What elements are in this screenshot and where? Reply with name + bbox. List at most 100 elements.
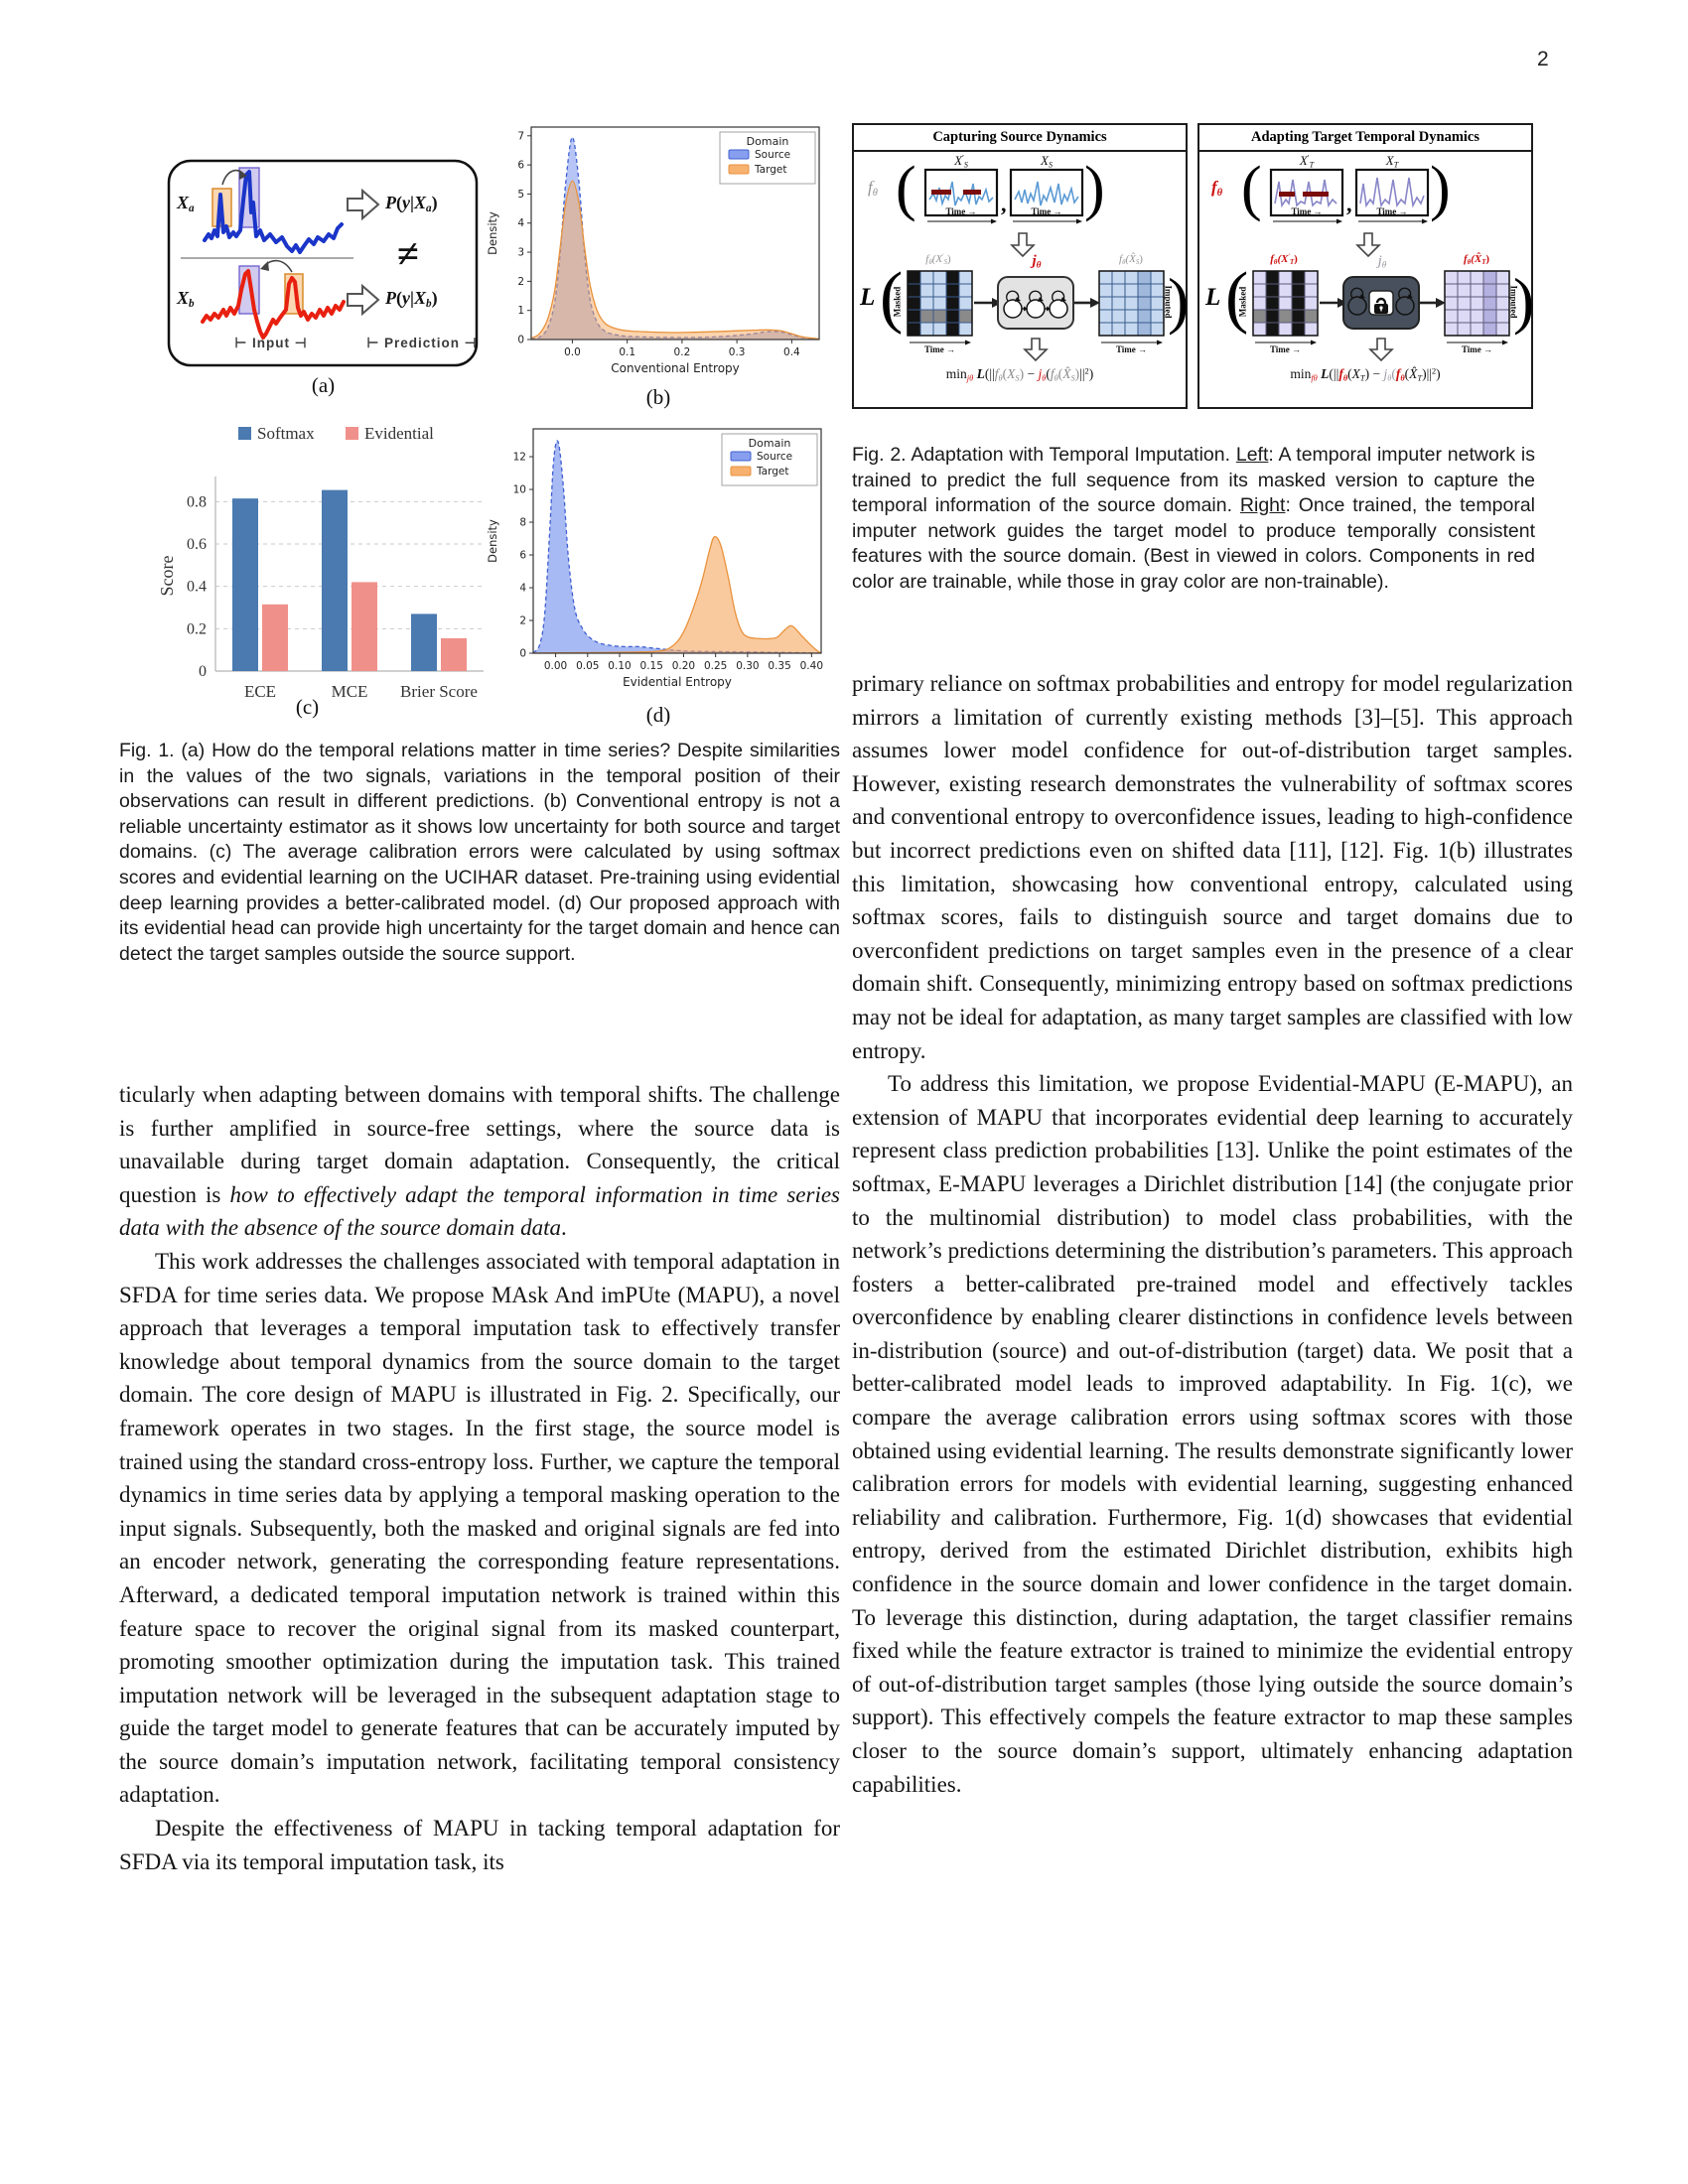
fig2-right-imputed-feature-grid xyxy=(1444,270,1510,337)
bar-softmax-MCE xyxy=(322,489,348,671)
fig1a-pya-label: P(y|Xa) xyxy=(385,193,438,215)
paragraph-italic-text: how to effectively adapt the temporal in… xyxy=(119,1181,841,1241)
fig2-right-time-label2: Time → xyxy=(1376,206,1408,216)
x-tick-label: 0.15 xyxy=(640,660,663,672)
fig2-right-xprime-t-label: X′T xyxy=(1299,153,1315,170)
y-tick-label: 2 xyxy=(519,615,526,627)
legend-swatch-target xyxy=(730,466,752,477)
fig2-caption-right-word: Right xyxy=(1239,494,1286,517)
paragraph: ticularly when adapting between domains … xyxy=(119,1078,840,1245)
fig1a-implies-arrow-top xyxy=(347,188,380,221)
fig2-right-mask-bar xyxy=(1303,192,1329,197)
fig2-diagram: Capturing Source Dynamics xyxy=(852,123,1534,409)
fig1d-subcaption: (d) xyxy=(645,703,671,727)
paragraph-text: . xyxy=(561,1215,567,1241)
fig1a-pyb-label: P(y|Xb) xyxy=(385,288,438,311)
fig2-left-imputed-label: Imputed xyxy=(1163,285,1174,319)
x-tick-label: 0.4 xyxy=(783,346,800,358)
y-tick-label: 0.4 xyxy=(187,579,207,596)
fig2-right-comma: , xyxy=(1346,192,1352,216)
fig2-caption-text3: : Once trained, the temporal imputer net… xyxy=(852,494,1536,593)
y-tick-label: 4 xyxy=(517,217,524,229)
fig2-left-grid1-label: fθ(X′S) xyxy=(925,253,951,266)
fig1a-prediction-bracket: ⊢ Prediction ⊣ xyxy=(366,336,478,350)
fig2-right-time-label: Time → xyxy=(1291,206,1323,216)
fig2-right-masked-label: Masked xyxy=(1237,286,1248,318)
fig2-left-time-label: Time → xyxy=(945,206,977,216)
y-tick-label: 0 xyxy=(517,335,524,346)
fig2-right-loss-symbol: L xyxy=(1205,284,1221,311)
legend-label-target: Target xyxy=(756,466,788,478)
fig1b-conventional-entropy-kde-chart: 0 1 2 3 4 5 6 7 0.0 0.1 0.2 0.3 0.4 Conventional Entr… xyxy=(486,126,820,375)
y-tick-label: 5 xyxy=(517,189,524,201)
legend-swatch-softmax xyxy=(238,427,251,440)
fig2-left-title: Capturing Source Dynamics xyxy=(854,125,1186,152)
y-tick-label: 0 xyxy=(199,663,207,680)
x-tick-label: 0.30 xyxy=(736,660,759,672)
kde-area-target xyxy=(531,181,819,340)
kde-line-target xyxy=(530,180,820,341)
fig2-left-time-label2: Time → xyxy=(1031,206,1062,216)
bar-evidential-ECE xyxy=(262,604,288,671)
fig2-right-imputed-label: Imputed xyxy=(1508,285,1519,319)
kde-line-target xyxy=(532,535,822,654)
fig2-left-down-arrow xyxy=(1010,232,1036,258)
fig1-caption: Fig. 1. (a) How do the temporal relation… xyxy=(119,740,840,965)
lock-icon xyxy=(1374,297,1388,314)
fig2-left-close-paren: ) xyxy=(1084,155,1105,222)
plot-border xyxy=(530,126,820,341)
fig2-right-time-label3: Time → xyxy=(1269,344,1302,354)
legend-swatch-evidential xyxy=(346,427,358,440)
legend-swatch-source xyxy=(728,149,750,160)
x-tick-label: 0.00 xyxy=(544,660,567,672)
legend-title: Domain xyxy=(749,437,791,450)
fig2-right-down-arrow xyxy=(1355,232,1381,258)
legend-label-source: Source xyxy=(755,149,790,161)
bar-evidential-Brier Score xyxy=(441,637,467,671)
fig2-right-rnn-cells xyxy=(1347,287,1415,316)
fig1a-panel: Xa Xb P(y|Xa) P(y|Xb) ≠ ⊢ Input ⊣ ⊢ Pred… xyxy=(147,141,499,409)
fig1c-calibration-bar-chart: 0 0.2 0.4 0.6 0.8 Score ECE MCE Brier Score Softm… xyxy=(157,424,484,701)
fig2-right-loss-open-paren: ( xyxy=(1225,259,1249,336)
legend-title: Domain xyxy=(747,135,789,148)
fig2-left-mask-bar xyxy=(931,190,951,195)
fig1d-evidential-entropy-kde-chart: 0 2 4 6 8 10 12 0.00 0.05 0.10 0.15 0.20 0.25 0.30 0.3… xyxy=(486,428,823,689)
fig2-left-panel: Capturing Source Dynamics xyxy=(852,123,1189,409)
paragraph: To address this limitation, we propose E… xyxy=(852,1071,1573,1797)
fig2-caption-text2: : A temporal imputer network is trained … xyxy=(852,444,1535,517)
x-tick-label: 0.10 xyxy=(608,660,631,672)
fig1a-implies-arrow-bottom xyxy=(347,283,380,317)
bar-evidential-MCE xyxy=(352,582,377,671)
legend-label-target: Target xyxy=(754,164,786,176)
legend-box xyxy=(719,131,816,185)
legend-label-source: Source xyxy=(757,451,792,463)
fig2-right-grid1-label: fθ(X′T) xyxy=(1270,253,1298,266)
legend-label-evidential: Evidential xyxy=(364,424,434,443)
y-tick-label: 6 xyxy=(517,160,524,172)
y-tick-label: 0.2 xyxy=(187,620,207,637)
fig2-left-down-arrow2 xyxy=(1023,338,1049,362)
page-number: 2 xyxy=(1537,48,1549,70)
y-tick-label: 8 xyxy=(519,517,526,529)
fig2-right-masked-signal xyxy=(1274,179,1337,208)
category-label: ECE xyxy=(244,682,276,701)
fig2-left-mask-bar xyxy=(963,190,981,195)
x-tick-label: 0.40 xyxy=(800,660,823,672)
paragraph: Despite the effectiveness of MAPU in tac… xyxy=(119,1816,840,1874)
x-axis-label: Conventional Entropy xyxy=(611,361,740,375)
bar-softmax-ECE xyxy=(232,498,258,671)
fig2-left-j-theta-label: jθ xyxy=(1032,253,1042,271)
x-axis-label: Evidential Entropy xyxy=(623,675,732,689)
y-axis-label: Score xyxy=(157,555,177,596)
y-axis-label: Density xyxy=(486,519,499,563)
paragraph: This work addresses the challenges assoc… xyxy=(119,1248,840,1808)
y-tick-label: 3 xyxy=(517,247,524,259)
y-tick-label: 0 xyxy=(519,648,526,660)
y-tick-label: 7 xyxy=(517,130,524,142)
fig1a-graphic xyxy=(167,159,479,367)
right-column-text: primary reliance on softmax probabilitie… xyxy=(852,667,1573,1801)
left-column-text: ticularly when adapting between domains … xyxy=(119,1078,840,1878)
paragraph-text: ticularly when adapting between domains … xyxy=(119,1082,840,1207)
fig2-right-close-paren: ) xyxy=(1430,155,1451,222)
y-tick-label: 10 xyxy=(513,484,526,496)
